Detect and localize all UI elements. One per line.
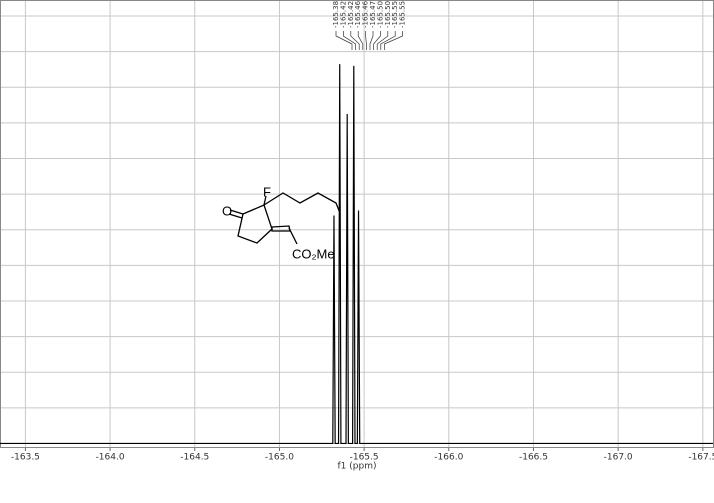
peak-connector xyxy=(335,31,353,50)
peak-connector xyxy=(384,31,403,50)
molecule-structure: O F CO₂Me xyxy=(222,184,341,261)
peak-label: -165.50 xyxy=(384,1,392,28)
peak-label: -165.47 xyxy=(369,1,377,28)
peak-label: -165.55 xyxy=(399,1,407,28)
x-tick-label: -164.5 xyxy=(180,453,209,463)
peak-label: -165.46 xyxy=(354,0,362,28)
peak-connector xyxy=(373,31,381,50)
x-tick-label: -167.0 xyxy=(604,453,633,463)
spectrum-line xyxy=(0,64,713,445)
peak-label: -165.38 xyxy=(332,1,340,28)
peak-connector xyxy=(365,31,367,50)
x-tick-label: -164.0 xyxy=(96,453,125,463)
peak-connector xyxy=(357,31,364,50)
x-tick-label: -163.5 xyxy=(11,453,40,463)
peak-connector xyxy=(376,31,389,50)
x-tick-label: -166.0 xyxy=(434,453,463,463)
x-tick-label: -166.5 xyxy=(519,453,548,463)
x-tick-label: -167.5 xyxy=(688,453,714,463)
peak-connector xyxy=(369,31,374,50)
atom-label: F xyxy=(263,184,271,199)
peak-label: -165.46 xyxy=(362,0,370,28)
atom-label: O xyxy=(222,203,232,218)
peak-label: -165.55 xyxy=(391,1,399,28)
peak-connector xyxy=(380,31,396,50)
x-tick-label: -165.0 xyxy=(265,453,294,463)
x-axis-label: f1 (ppm) xyxy=(338,462,377,472)
peak-label: -165.42 xyxy=(347,1,355,28)
plot-frame xyxy=(0,0,714,448)
peak-connector xyxy=(350,31,360,50)
atom-label: CO₂Me xyxy=(292,246,335,261)
peak-label: -165.42 xyxy=(339,1,347,28)
peak-connector xyxy=(343,31,356,50)
peak-label: -165.50 xyxy=(376,1,384,28)
x-tick-label: -165.5 xyxy=(350,453,379,463)
